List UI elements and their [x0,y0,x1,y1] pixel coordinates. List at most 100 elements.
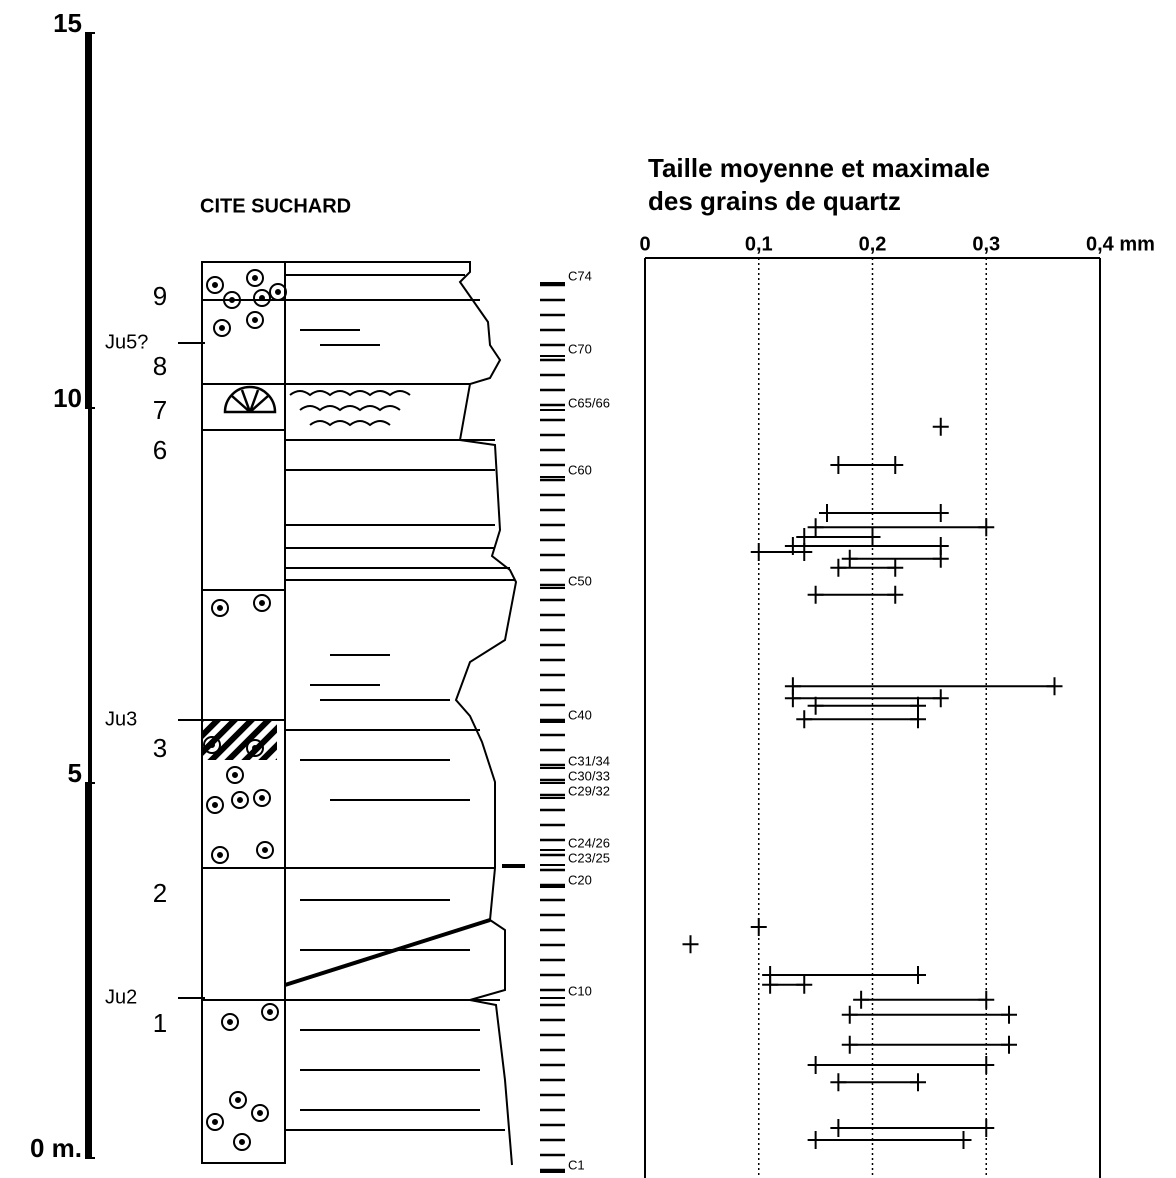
cross [978,1119,995,1137]
unit-label: 7 [153,395,167,425]
ooid [206,796,224,814]
cross [682,935,699,954]
cross [841,549,858,568]
cross [978,1056,995,1074]
ooid [261,1003,279,1021]
x-tick-label: 0 [639,233,650,255]
cross [841,1035,858,1054]
ooid [206,1113,224,1131]
sample-label: C40 [568,707,592,722]
ooid-dot [252,745,258,751]
ooid-dot [232,772,238,778]
sample-label: C1 [568,1157,585,1172]
unit-label: 6 [153,435,167,465]
cross [932,689,949,708]
cross [750,918,767,936]
ooid-dot [252,275,258,281]
ooid-dot [212,282,218,288]
sample-label: C31/34 [568,753,610,768]
ooid [226,766,244,784]
unit-label: 1 [153,1008,167,1038]
sample-label: C10 [568,983,592,998]
ooids [203,269,287,1151]
unit-label: 8 [153,351,167,381]
height-tick-label: 15 [53,8,82,38]
cross [1001,1005,1017,1024]
cross [796,543,813,561]
cross [830,1073,847,1092]
sample-label: C60 [568,462,592,477]
cross [864,528,881,546]
surface-label: Ju3 [105,708,137,730]
chart-title: des grains de quartz [648,186,901,216]
cross [910,1073,926,1092]
cross [887,456,904,474]
sample-label: C20 [568,872,592,887]
ooid-dot [257,1110,263,1116]
sample-label: C23/25 [568,850,610,865]
cross [807,1131,824,1149]
cross [910,966,926,984]
unit-label: 3 [153,733,167,763]
x-tick-label: 0,2 [859,233,887,255]
height-tick-label: 10 [53,383,82,413]
surface-label: Ju5? [105,331,148,353]
scale-bar [88,408,92,783]
ooid [246,739,264,757]
sample-label: C29/32 [568,783,610,798]
ooid-dot [227,1019,233,1025]
ooid [253,594,271,612]
ooid [206,276,224,294]
ooid [251,1104,269,1122]
cross [750,543,767,561]
ooid [246,311,264,329]
ooid-dot [267,1009,273,1015]
x-tick-label: 0,3 [972,233,1000,255]
cross [978,990,995,1009]
ooid-dot [237,797,243,803]
ooid [253,289,271,307]
cross [1001,1035,1017,1054]
cross [853,990,870,1009]
ooid-dot [212,802,218,808]
ooid-dot [275,289,281,295]
ooid-dot [217,605,223,611]
column-title: CITE SUCHARD [200,195,351,217]
cross [1046,677,1063,696]
cross [887,585,904,604]
cross [762,975,779,994]
cross [819,504,835,522]
ooid [233,1133,251,1151]
cross [830,456,847,474]
surface-label: Ju2 [105,986,137,1008]
scale-bar [85,783,92,1158]
cross [978,518,995,537]
height-tick-label: 5 [68,758,82,788]
ooid [211,599,229,617]
scale-bar [85,33,92,408]
ooid-dot [259,295,265,301]
cross [910,710,926,729]
cross [796,975,813,994]
cross [807,1056,824,1074]
cross [932,504,949,522]
chart-title: Taille moyenne et maximale [648,153,990,183]
unit-label: 2 [153,878,167,908]
log [201,261,518,1166]
ooid-dot [262,847,268,853]
ooid-dot [212,1119,218,1125]
ooid-dot [229,297,235,303]
ooid [223,291,241,309]
ooid [253,789,271,807]
ooid [211,846,229,864]
cross [955,1131,972,1149]
cross [830,558,847,577]
ooid-dot [209,742,215,748]
cross [807,585,824,604]
height-tick-label: 0 m. [30,1133,82,1163]
ooid [203,736,221,754]
ooid [231,791,249,809]
ooid-dot [259,600,265,606]
ooid [229,1091,247,1109]
